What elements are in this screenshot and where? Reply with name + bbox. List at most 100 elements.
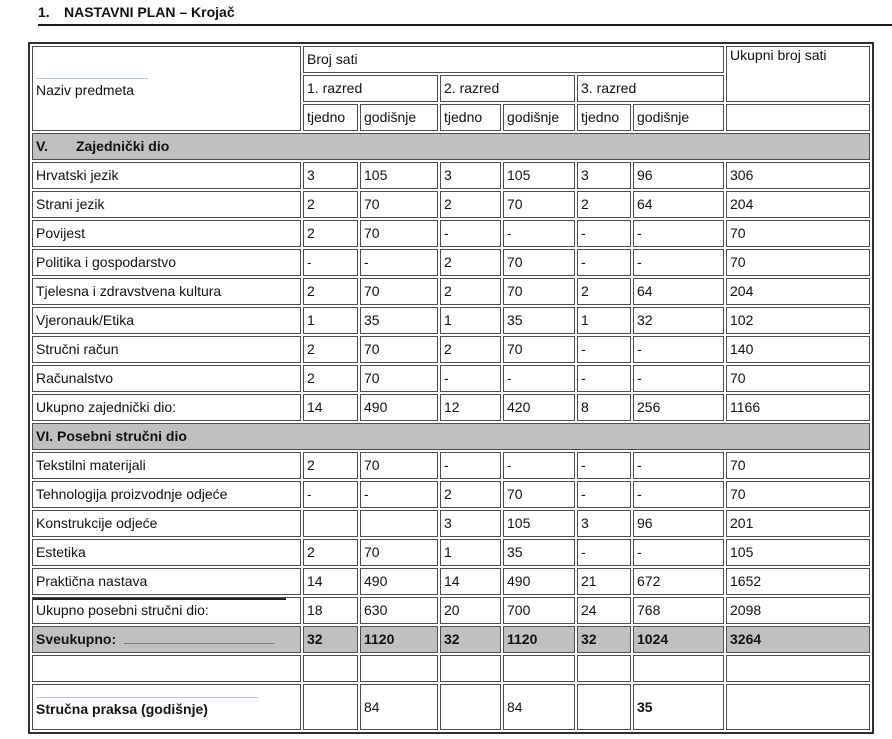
cell: 14 (303, 568, 358, 595)
cell: 204 (726, 191, 871, 218)
cell: 2 (303, 191, 358, 218)
cell: 70 (503, 336, 575, 363)
cell: - (633, 365, 725, 392)
header-naziv-label: Naziv predmeta (36, 82, 135, 99)
subject-row: Računalstvo 2 70 - - - - 70 (32, 365, 871, 392)
subject-row: Tekstilni materijali 2 70 - - - - 70 (32, 452, 871, 479)
cell: 32 (577, 626, 631, 653)
header-razred-2: 2. razred (440, 75, 575, 102)
cell: 2 (577, 191, 631, 218)
cell (303, 655, 358, 682)
subject-row: Povijest 2 70 - - - - 70 (32, 220, 871, 247)
cell: 201 (726, 510, 871, 537)
row-label: Stručna praksa (godišnje) (32, 684, 301, 730)
cell: - (503, 220, 575, 247)
cell: - (577, 365, 631, 392)
cell: 96 (633, 162, 725, 189)
cell (726, 684, 871, 730)
cell: - (577, 539, 631, 566)
cell: 490 (503, 568, 575, 595)
cell: 14 (440, 568, 501, 595)
decorative-line (124, 632, 275, 645)
subtotal-row-posebni: Ukupno posebni stručni dio: 18 630 20 70… (32, 597, 871, 624)
cell: 3 (440, 510, 501, 537)
cell: - (440, 452, 501, 479)
cell: 490 (360, 568, 438, 595)
cell: - (440, 220, 501, 247)
cell: 306 (726, 162, 871, 189)
header-godisnje-2: godišnje (503, 104, 575, 131)
cell: 3 (577, 162, 631, 189)
curriculum-table: Naziv predmeta Broj sati Ukupni broj sat… (28, 42, 875, 734)
cell (440, 684, 501, 730)
cell: 32 (633, 307, 725, 334)
row-label: Stručni račun (32, 336, 301, 363)
cell: 3 (577, 510, 631, 537)
cell: 3 (303, 162, 358, 189)
cell: 490 (360, 394, 438, 421)
cell: 32 (440, 626, 501, 653)
section-title: Zajednički dio (75, 138, 170, 155)
cell: 1 (577, 307, 631, 334)
header-tjedno-1: tjedno (303, 104, 358, 131)
cell: 70 (726, 365, 871, 392)
section-row-zajednicki-dio: V. Zajednički dio (32, 133, 871, 160)
cell: 20 (440, 597, 501, 624)
cell: 70 (360, 220, 438, 247)
cell: 630 (360, 597, 438, 624)
grand-total-row: Sveukupno: 32 1120 32 1120 32 1024 3264 (32, 626, 871, 653)
row-label: Tekstilni materijali (32, 452, 301, 479)
cell: 1 (303, 307, 358, 334)
cell: - (360, 481, 438, 508)
cell: 2 (440, 191, 501, 218)
cell: 105 (726, 539, 871, 566)
subject-row: Praktična nastava 14 490 14 490 21 672 1… (32, 568, 871, 595)
subject-row: Stručni račun 2 70 2 70 - - 140 (32, 336, 871, 363)
cell: 768 (633, 597, 725, 624)
cell: - (633, 220, 725, 247)
cell: 84 (503, 684, 575, 730)
section-number: V. (36, 138, 48, 155)
cell: 35 (360, 307, 438, 334)
row-label: Hrvatski jezik (32, 162, 301, 189)
cell: 70 (726, 481, 871, 508)
cell: 64 (633, 191, 725, 218)
cell: - (577, 452, 631, 479)
cell: 70 (360, 336, 438, 363)
cell (440, 655, 501, 682)
cell: - (503, 452, 575, 479)
row-label: Ukupno posebni stručni dio: (32, 597, 301, 624)
cell: 140 (726, 336, 871, 363)
cell: 70 (360, 539, 438, 566)
cell (503, 655, 575, 682)
cell: 70 (726, 452, 871, 479)
subject-row: Estetika 2 70 1 35 - - 105 (32, 539, 871, 566)
cell (633, 655, 725, 682)
row-label: Ukupno zajednički dio: (32, 394, 301, 421)
cell: 3 (440, 162, 501, 189)
cell (360, 510, 438, 537)
cell: 102 (726, 307, 871, 334)
cell: 70 (726, 249, 871, 276)
cell: - (633, 481, 725, 508)
cell: 70 (360, 278, 438, 305)
cell: 70 (360, 365, 438, 392)
cell: 70 (503, 481, 575, 508)
cell: 2 (303, 278, 358, 305)
cell: - (633, 452, 725, 479)
cell (32, 655, 301, 682)
cell: 1652 (726, 568, 871, 595)
cell: 70 (360, 191, 438, 218)
cell: 96 (633, 510, 725, 537)
decorative-line (36, 696, 258, 698)
section-row-posebni-strucni-dio: VI. Posebni stručni dio (32, 423, 871, 450)
cell: 70 (503, 278, 575, 305)
document-heading: 1. NASTAVNI PLAN – Krojač (38, 4, 892, 26)
header-naziv-predmeta: Naziv predmeta (32, 46, 301, 131)
row-label: Tjelesna i zdravstvena kultura (32, 278, 301, 305)
subtotal-row-zajednicki: Ukupno zajednički dio: 14 490 12 420 8 2… (32, 394, 871, 421)
cell: 2 (303, 336, 358, 363)
cell: 8 (577, 394, 631, 421)
row-label: Sveukupno: (32, 626, 301, 653)
cell: - (577, 481, 631, 508)
